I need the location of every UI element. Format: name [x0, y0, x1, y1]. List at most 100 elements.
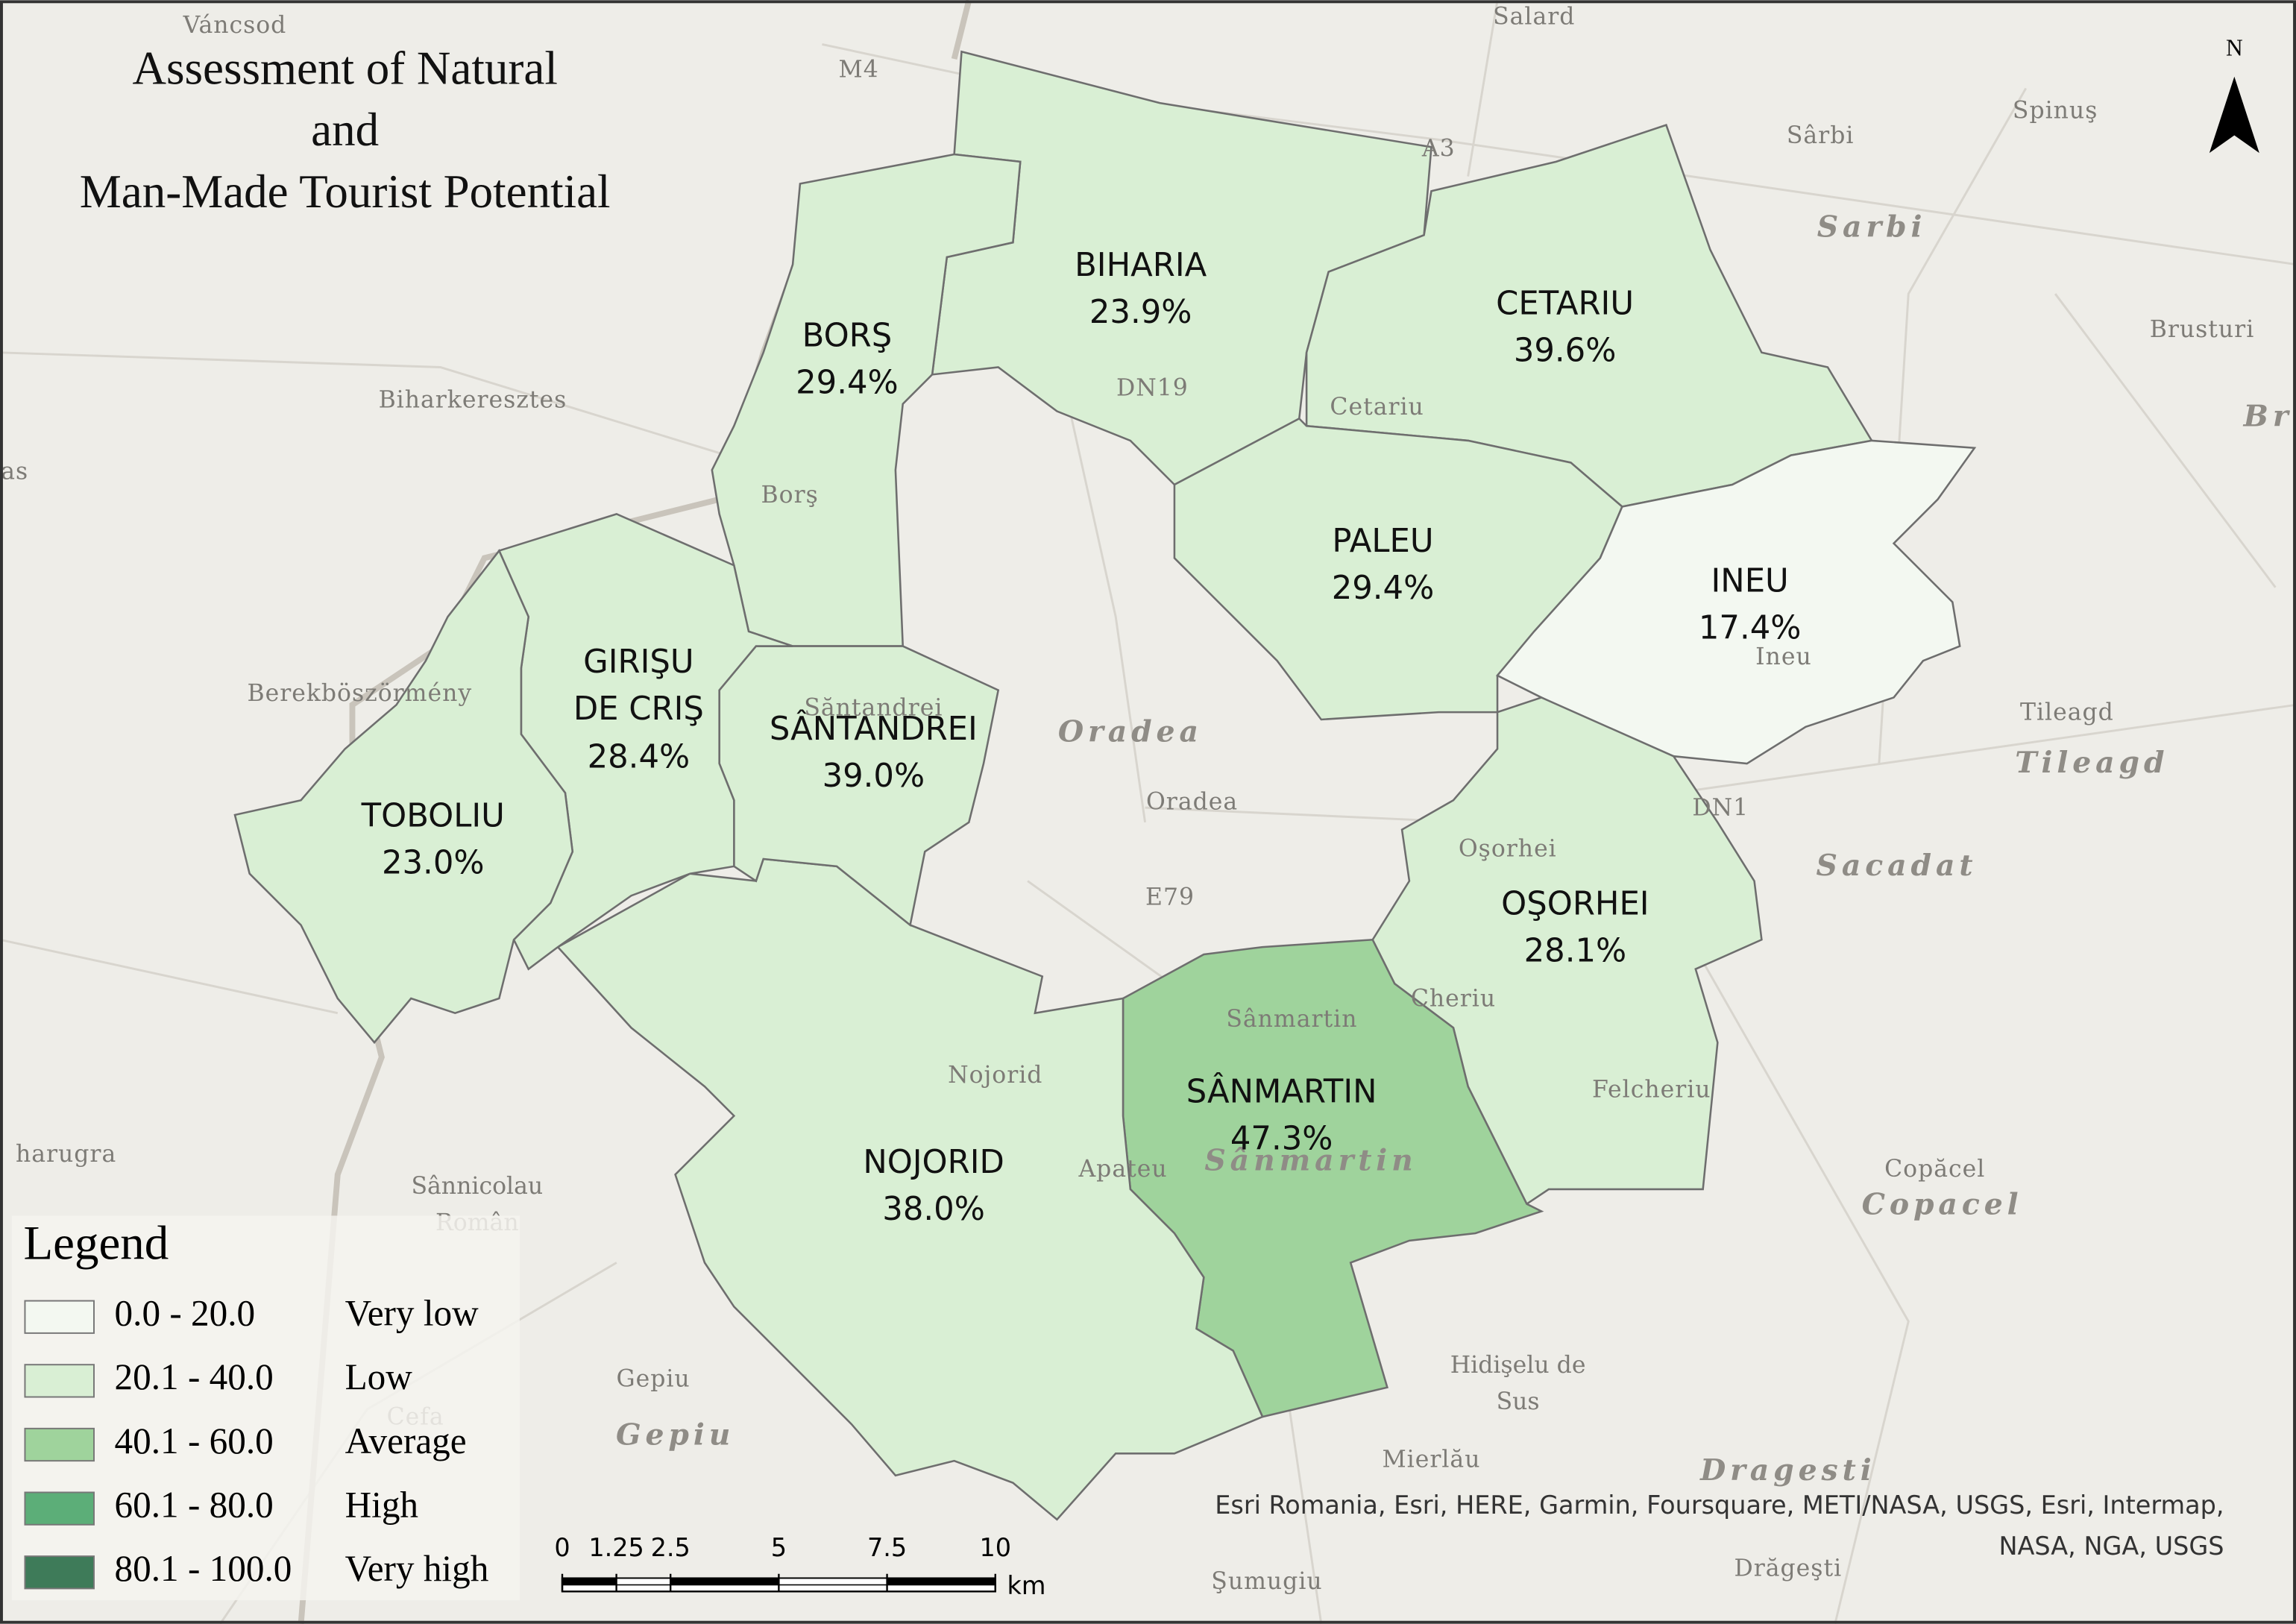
region-name: CETARIU — [1496, 285, 1634, 322]
region-name: TOBOLIU — [361, 797, 505, 834]
region-name: PALEU — [1332, 523, 1433, 560]
place-label: Hidişelu de Sus — [1450, 1350, 1586, 1416]
region-value: 28.4% — [588, 739, 691, 776]
legend-swatch — [24, 1491, 95, 1526]
scale-unit: km — [1007, 1571, 1046, 1600]
region-value: 39.6% — [1514, 332, 1617, 369]
place-label: Tileagd — [2020, 699, 2114, 726]
title: Assessment of Natural and Man-Made Touri… — [79, 41, 611, 218]
scale-bar-segment — [615, 1577, 671, 1586]
legend-range: 80.1 - 100.0 — [115, 1548, 292, 1589]
region-value: 23.9% — [1089, 294, 1192, 331]
place-label: Biharkeresztes — [379, 386, 567, 413]
region — [1371, 696, 1763, 1206]
place-label: Săntandrei — [804, 695, 943, 722]
place-label: Brusturi — [2150, 316, 2255, 343]
region-value: 29.4% — [796, 365, 899, 402]
place-label-box: Hidişelu de Sus — [1450, 1350, 1586, 1416]
place-label: Borş — [761, 482, 819, 509]
legend: 0.0 - 20.0 Very low 20.1 - 40.0 Low 40.1 - 6… — [24, 1293, 489, 1590]
legend-range: 60.1 - 80.0 — [115, 1484, 274, 1525]
north-arrow — [2209, 76, 2259, 154]
legend-label: Low — [345, 1356, 413, 1397]
north-label: N — [2226, 34, 2243, 60]
region — [1496, 439, 1977, 765]
title-box: Assessment of Natural and Man-Made Touri… — [79, 41, 611, 218]
scale-bar-segment — [562, 1577, 617, 1586]
place-label: Felcheriu — [1592, 1077, 1711, 1104]
region-value: 28.1% — [1524, 932, 1627, 969]
regions — [233, 50, 1977, 1521]
legend-box — [11, 1215, 520, 1601]
region-name: BIHARIA — [1075, 247, 1207, 284]
legend-swatch — [24, 1300, 95, 1334]
place-label: Spinuş — [2013, 97, 2098, 124]
place-label: Dragesti — [1699, 1453, 1875, 1488]
place-label: Oradea — [1058, 715, 1203, 749]
place-label: Br — [2243, 399, 2293, 433]
legend-label: High — [345, 1484, 418, 1525]
place-label: Drăgeşti — [1734, 1555, 1843, 1581]
place-label: Oşorhei — [1459, 836, 1557, 863]
place-label: Apateu — [1078, 1156, 1167, 1183]
region-name: GIRIŞU DE CRIŞ — [573, 644, 704, 728]
place-label: Nojorid — [948, 1062, 1042, 1089]
region-name-box: GIRIŞU DE CRIŞ — [573, 644, 704, 728]
place-label: Copacel — [1862, 1188, 2023, 1222]
place-label: Mierlău — [1382, 1447, 1480, 1473]
legend-swatch — [24, 1427, 95, 1462]
places: Váncsod Salard M4 A3 Spinuş Sârbi Sarbi Brustur… — [1, 3, 2293, 1595]
place-label: Váncsod — [183, 12, 287, 39]
place-label: Sacadat — [1817, 849, 1978, 883]
place-label: Sânmartin — [1226, 1006, 1357, 1033]
region-value: 47.3% — [1230, 1120, 1333, 1157]
scale-label: 10 — [979, 1533, 1011, 1562]
scale-label: 5 — [771, 1533, 787, 1562]
place-label: Tileagd — [2015, 746, 2168, 780]
legend-label: Very high — [345, 1548, 489, 1589]
place-label: E79 — [1145, 884, 1195, 911]
region — [233, 549, 574, 1045]
place-label: DN1 — [1692, 795, 1749, 822]
attribution: Esri Romania, Esri, HERE, Garmin, Foursq… — [1215, 1491, 2224, 1562]
scale-bar: 0 1.25 2.5 5 7.5 10 km — [554, 1533, 1045, 1600]
region-value: 29.4% — [1332, 570, 1435, 607]
region-labels: BIHARIA 23.9% BORŞ 29.4% CETARIU 39.6% PALEU 29… — [361, 247, 1802, 1228]
scale-label: 7.5 — [867, 1533, 907, 1562]
legend-label: Average — [345, 1420, 467, 1461]
legend-swatch — [24, 1555, 95, 1590]
legend-title: Legend — [23, 1217, 169, 1271]
scale-bar-segment — [778, 1577, 888, 1586]
place-label: Şumugiu — [1211, 1568, 1322, 1595]
legend-range: 40.1 - 60.0 — [115, 1420, 274, 1461]
region-value: 23.0% — [382, 844, 485, 881]
place-label: Berekböszörmény — [247, 680, 472, 707]
region-name: SÂNTANDREI — [770, 710, 978, 748]
place-label: harugra — [16, 1141, 116, 1168]
scale-label: 1.25 — [588, 1533, 644, 1562]
region-name: NOJORID — [863, 1144, 1004, 1181]
region-name: OŞORHEI — [1501, 885, 1649, 922]
legend-range: 20.1 - 40.0 — [115, 1356, 274, 1397]
place-label: Sarbi — [1817, 210, 1927, 244]
place-label: Oradea — [1146, 789, 1238, 816]
region-name: INEU — [1711, 562, 1789, 599]
region-value: 39.0% — [823, 758, 925, 795]
place-label: DN19 — [1116, 375, 1189, 402]
place-label: A3 — [1421, 136, 1456, 163]
region-name: SÂNMARTIN — [1186, 1072, 1377, 1110]
scale-bar-segment — [886, 1577, 996, 1586]
scale-bar-segment — [670, 1577, 780, 1586]
place-label: Gepiu — [616, 1365, 690, 1392]
legend-swatch — [24, 1364, 95, 1398]
scale-label: 0 — [554, 1533, 570, 1562]
place-label: Salard — [1493, 3, 1575, 30]
legend-label: Very low — [345, 1293, 479, 1334]
legend-range: 0.0 - 20.0 — [115, 1293, 256, 1334]
place-label: Gepiu — [616, 1418, 735, 1453]
attribution-box: Esri Romania, Esri, HERE, Garmin, Foursq… — [1215, 1491, 2224, 1562]
place-label: M4 — [839, 56, 879, 83]
